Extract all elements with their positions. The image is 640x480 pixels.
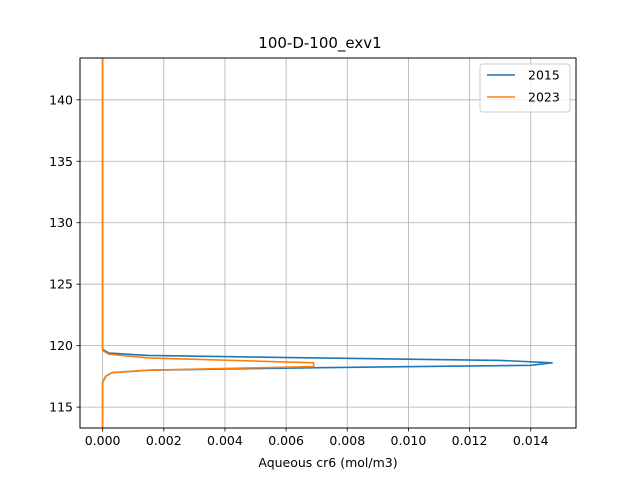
- y-tick-label: 140: [49, 92, 73, 107]
- y-tick-label: 115: [49, 400, 73, 415]
- grid-lines: [80, 58, 576, 428]
- x-tick-label: 0.002: [146, 433, 182, 448]
- legend-entries: 2015 2023: [487, 68, 560, 105]
- x-tick-label: 0.006: [268, 433, 304, 448]
- y-tick-label: 120: [49, 338, 73, 353]
- x-axis-label: Aqueous cr6 (mol/m3): [258, 455, 397, 470]
- y-tick-label: 130: [49, 215, 73, 230]
- x-axis-ticks: 0.000 0.002 0.004 0.006 0.008 0.010 0.012 0.014: [85, 428, 549, 448]
- legend-label-2023: 2023: [528, 90, 560, 105]
- legend-box: [479, 63, 571, 113]
- plot-area: [80, 58, 576, 428]
- series-lines: [101, 58, 553, 428]
- x-tick-label: 0.000: [85, 433, 121, 448]
- series-line-2023: [101, 58, 315, 428]
- x-tick-label: 0.012: [452, 433, 488, 448]
- legend: 2015 2023: [479, 63, 571, 113]
- legend-label-2015: 2015: [528, 68, 560, 83]
- y-axis-ticks: 115 120 125 130 135 140: [49, 92, 80, 415]
- x-tick-label: 0.004: [207, 433, 243, 448]
- x-tick-label: 0.008: [329, 433, 365, 448]
- plot-frame: [79, 57, 577, 429]
- y-tick-label: 135: [49, 154, 73, 169]
- x-tick-label: 0.014: [513, 433, 549, 448]
- x-tick-label: 0.010: [391, 433, 427, 448]
- chart-title: 100-D-100_exv1: [258, 34, 381, 53]
- y-tick-label: 125: [49, 277, 73, 292]
